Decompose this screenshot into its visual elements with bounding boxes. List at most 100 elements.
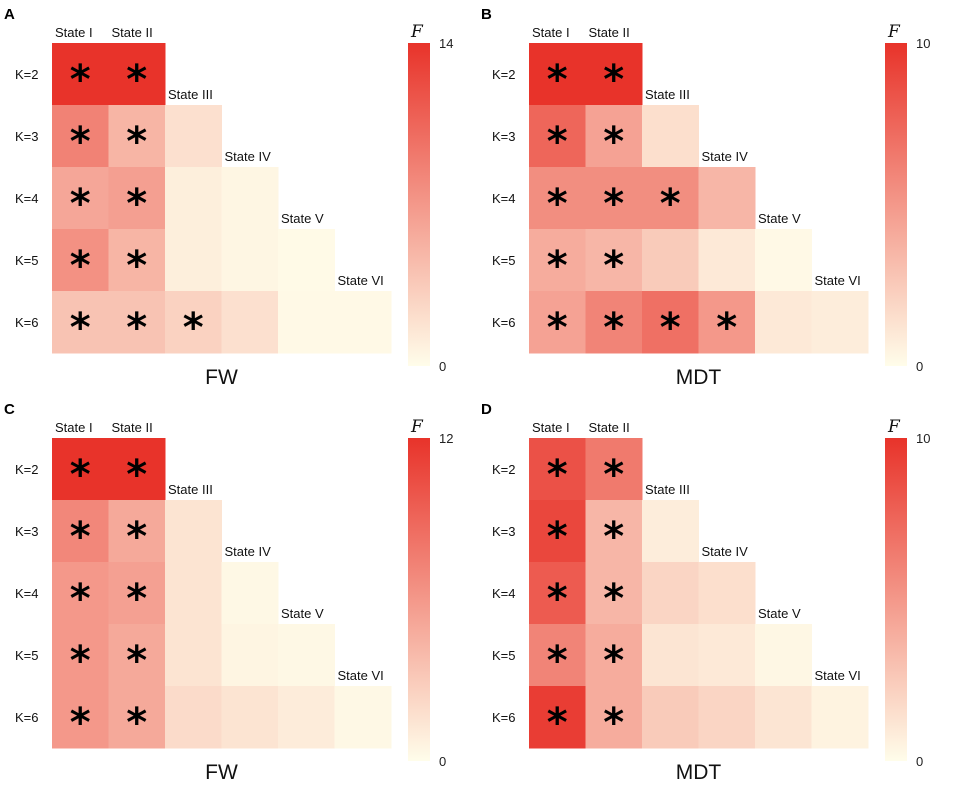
heatmap-cell: [165, 500, 222, 563]
significance-star: *: [126, 700, 147, 746]
column-label: State II: [589, 420, 630, 435]
row-label: K=6: [492, 710, 516, 725]
row-label: K=5: [492, 648, 516, 663]
heatmap-cell: [221, 167, 279, 230]
heatmap-panel-a: A * * * * * * * * * * * K=2 K=3 K=4 K=5 K=6 State I State …: [4, 6, 453, 389]
heatmap-cell: [334, 291, 392, 354]
row-label: K=6: [15, 315, 39, 330]
heatmap-cell: [278, 229, 335, 292]
heatmap-cell: [698, 229, 756, 292]
row-label: K=5: [15, 253, 39, 268]
heatmap-cell: [698, 167, 756, 230]
significance-star: *: [716, 305, 737, 351]
heatmap-cell: [698, 291, 756, 354]
row-label: K=2: [492, 67, 516, 82]
heatmap-cell: [221, 562, 279, 625]
row-label: K=3: [15, 524, 39, 539]
heatmap-cell: [221, 229, 279, 292]
colorbar: [885, 438, 907, 761]
significance-star: *: [547, 452, 568, 498]
heatmap-cell: [585, 562, 643, 625]
heatmap-cell: [165, 291, 222, 354]
heatmap-cell: [529, 43, 586, 106]
column-label: State VI: [815, 273, 861, 288]
heatmap-cell: [755, 229, 812, 292]
significance-star: *: [547, 638, 568, 684]
x-axis-label: MDT: [676, 761, 722, 784]
significance-star: *: [126, 576, 147, 622]
column-label: State II: [112, 420, 153, 435]
colorbar-max-label: 10: [916, 431, 930, 446]
heatmap-cell: [585, 229, 643, 292]
column-label: State V: [758, 606, 801, 621]
column-label: State IV: [702, 544, 749, 559]
heatmap-cell: [221, 686, 279, 749]
significance-star: *: [70, 514, 91, 560]
heatmap-cell: [529, 500, 586, 563]
panel-letter: A: [4, 6, 15, 23]
column-label: State III: [645, 87, 690, 102]
heatmap-cell: [52, 167, 109, 230]
heatmap-cell: [108, 562, 166, 625]
heatmap-cell: [585, 43, 643, 106]
row-label: K=3: [15, 129, 39, 144]
heatmap-cell: [755, 624, 812, 687]
significance-star: *: [70, 119, 91, 165]
row-label: K=2: [15, 462, 39, 477]
panels: A * * * * * * * * * * * K=2 K=3 K=4 K=5 K=6 State I State …: [4, 6, 930, 784]
heatmap-cell: [529, 438, 586, 501]
column-label: State VI: [338, 668, 384, 683]
row-label: K=5: [492, 253, 516, 268]
row-label: K=4: [15, 191, 39, 206]
colorbar-max-label: 14: [439, 36, 453, 51]
significance-star: *: [603, 181, 624, 227]
heatmap-cell: [585, 624, 643, 687]
significance-star: *: [547, 305, 568, 351]
heatmap-cell: [108, 438, 166, 501]
colorbar-min-label: 0: [439, 359, 446, 374]
x-axis-label: FW: [205, 761, 238, 784]
heatmap-cell: [165, 562, 222, 625]
column-label: State I: [532, 25, 570, 40]
significance-star: *: [547, 181, 568, 227]
heatmap-panel-c: C * * * * * * * * * * K=2 K=3 K=4 K=5 K=6 State I State I…: [4, 401, 453, 784]
significance-star: *: [547, 700, 568, 746]
row-label: K=6: [492, 315, 516, 330]
row-label: K=3: [492, 129, 516, 144]
significance-star: *: [126, 305, 147, 351]
heatmap-cell: [108, 43, 166, 106]
significance-star: *: [603, 57, 624, 103]
column-label: State III: [645, 482, 690, 497]
heatmap-cell: [642, 686, 699, 749]
heatmap-cell: [52, 500, 109, 563]
significance-star: *: [126, 57, 147, 103]
column-label: State VI: [338, 273, 384, 288]
heatmap-cell: [529, 562, 586, 625]
heatmap-cell: [585, 167, 643, 230]
row-label: K=2: [492, 462, 516, 477]
colorbar-min-label: 0: [916, 754, 923, 769]
significance-star: *: [126, 452, 147, 498]
heatmap-cell: [755, 291, 812, 354]
significance-star: *: [603, 452, 624, 498]
colorbar: [885, 43, 907, 366]
heatmap-cell: [165, 229, 222, 292]
heatmap-cell: [642, 562, 699, 625]
column-label: State IV: [225, 544, 272, 559]
heatmap-cell: [529, 167, 586, 230]
significance-star: *: [603, 119, 624, 165]
heatmap-cell: [221, 291, 279, 354]
significance-star: *: [603, 305, 624, 351]
heatmap-cell: [529, 686, 586, 749]
panel-letter: C: [4, 401, 15, 418]
heatmap-cell: [585, 686, 643, 749]
column-label: State II: [112, 25, 153, 40]
row-label: K=4: [15, 586, 39, 601]
heatmap-cell: [698, 624, 756, 687]
heatmap-cell: [165, 167, 222, 230]
colorbar-max-label: 10: [916, 36, 930, 51]
x-axis-label: MDT: [676, 366, 722, 389]
heatmap-cell: [52, 291, 109, 354]
column-label: State IV: [702, 149, 749, 164]
significance-star: *: [183, 305, 204, 351]
